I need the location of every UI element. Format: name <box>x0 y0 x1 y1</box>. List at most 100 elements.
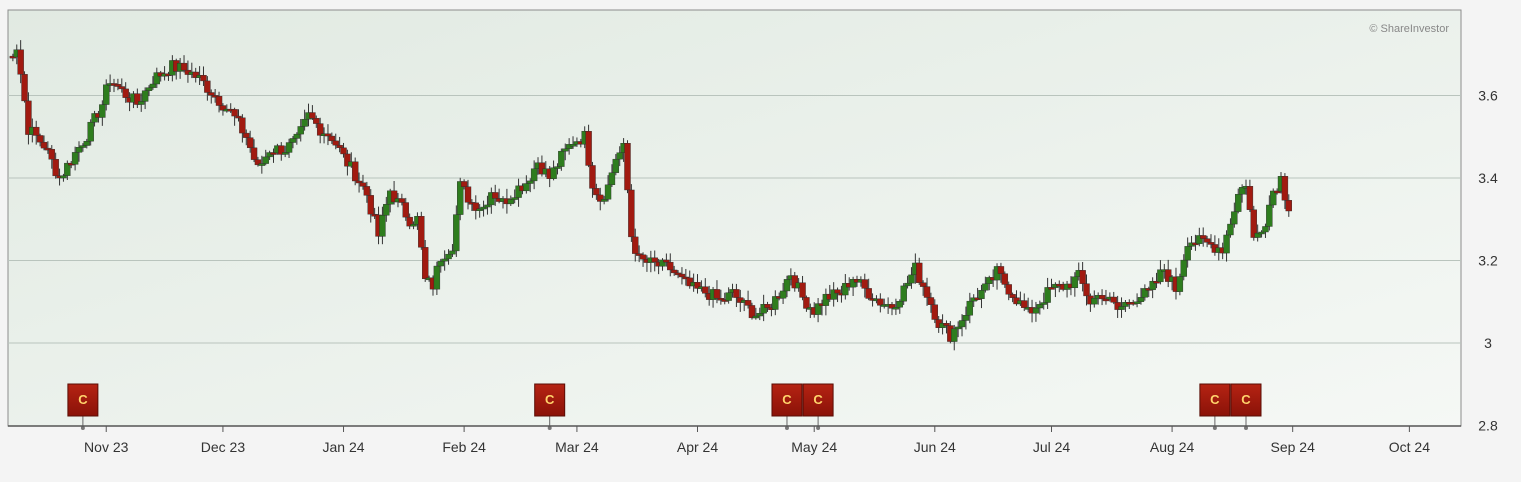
candle <box>87 119 94 146</box>
candle <box>814 298 822 323</box>
candle <box>527 178 534 193</box>
candle-body <box>1235 193 1242 212</box>
candle-body <box>760 304 767 314</box>
candle-body <box>1005 284 1012 295</box>
candle <box>877 293 884 313</box>
candle-body <box>1083 283 1090 297</box>
candle <box>476 204 483 218</box>
candle-body <box>134 93 141 105</box>
candle-body <box>954 326 962 330</box>
candle <box>219 103 227 116</box>
candle-body <box>1238 187 1246 195</box>
candle <box>951 324 958 351</box>
candle-body <box>250 147 258 160</box>
candle <box>507 195 514 206</box>
event-marker[interactable]: C <box>1199 383 1231 430</box>
candle <box>628 184 635 242</box>
candle-body <box>1254 232 1261 238</box>
candle <box>340 142 347 158</box>
candle-body <box>1091 297 1098 305</box>
candle <box>834 287 841 303</box>
candle-body <box>511 197 518 200</box>
candle-body <box>1223 234 1230 254</box>
candle <box>71 146 79 171</box>
candle <box>457 177 464 221</box>
candle <box>422 240 429 282</box>
candle <box>484 195 491 215</box>
event-marker[interactable]: C <box>771 383 803 430</box>
candle <box>1157 260 1164 285</box>
candle-body <box>36 135 44 143</box>
candle-body <box>923 286 931 298</box>
candle-body <box>565 144 573 149</box>
candle-body <box>114 84 122 87</box>
candle-body <box>1273 190 1281 194</box>
candle <box>986 275 993 291</box>
candle-body <box>1021 300 1028 308</box>
candle-body <box>239 117 246 134</box>
candle <box>293 132 301 145</box>
candle-body <box>748 305 756 319</box>
candle <box>1118 297 1125 318</box>
candle-body <box>433 265 441 290</box>
candle <box>569 136 577 149</box>
candle-body <box>254 159 262 166</box>
candle <box>433 261 441 296</box>
candle-body <box>717 298 725 301</box>
candle-body <box>40 141 48 149</box>
candle <box>1176 273 1184 296</box>
candle-body <box>363 186 371 196</box>
candle-body <box>488 192 495 206</box>
candle <box>33 120 40 145</box>
candle-body <box>1149 280 1156 291</box>
x-tick-label: Feb 24 <box>442 439 486 455</box>
candle-body <box>1246 186 1254 210</box>
candle-body <box>402 202 409 218</box>
candle-body <box>904 282 911 287</box>
candle-body <box>422 247 429 280</box>
candle <box>192 67 199 83</box>
marker-dot <box>1244 426 1248 430</box>
candle <box>1254 224 1261 242</box>
candle-body <box>83 140 90 146</box>
candle <box>562 143 569 161</box>
candle <box>1285 194 1292 217</box>
candle <box>565 138 573 155</box>
candle-body <box>1262 226 1269 233</box>
candle <box>418 211 425 250</box>
candle <box>600 195 608 205</box>
candle <box>445 249 452 265</box>
candle-body <box>293 133 301 139</box>
candle-body <box>931 304 938 320</box>
candle-body <box>1196 235 1203 244</box>
candle <box>141 87 149 110</box>
candle <box>344 149 351 176</box>
candle-body <box>1203 238 1211 243</box>
candle-body <box>651 257 658 263</box>
event-marker[interactable]: C <box>67 383 99 430</box>
candle-body <box>278 145 285 155</box>
candle <box>103 79 110 111</box>
candle <box>997 262 1005 283</box>
candle-body <box>472 202 479 211</box>
candle <box>822 288 830 316</box>
candle <box>48 145 55 169</box>
marker-box <box>1199 383 1231 417</box>
event-marker[interactable]: C <box>534 383 566 430</box>
x-tick-label: Sep 24 <box>1270 439 1315 455</box>
candle <box>585 124 592 168</box>
candle <box>756 307 763 321</box>
candle <box>1149 277 1156 299</box>
candle <box>453 205 460 257</box>
candle <box>904 275 911 289</box>
event-marker[interactable]: C <box>1230 383 1262 430</box>
candle <box>383 196 390 222</box>
candle <box>1133 293 1141 308</box>
candle <box>79 143 87 152</box>
candle <box>1001 271 1009 288</box>
candle-body <box>1110 296 1117 303</box>
candle <box>297 118 304 142</box>
candle <box>17 40 24 84</box>
candle-body <box>243 132 250 138</box>
y-tick-label: 3 <box>1484 335 1492 351</box>
